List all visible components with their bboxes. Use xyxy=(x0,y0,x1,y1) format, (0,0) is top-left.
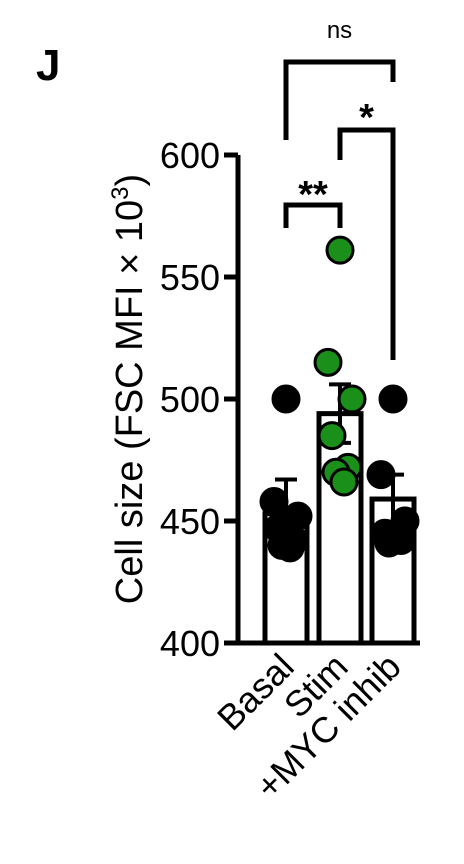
significance-brackets: ***ns xyxy=(286,17,393,360)
y-tick-label: 500 xyxy=(160,379,220,420)
data-point xyxy=(339,386,365,412)
significance-label: ** xyxy=(298,174,328,216)
y-tick-label: 400 xyxy=(160,623,220,664)
data-point xyxy=(327,237,353,263)
y-tick-label: 450 xyxy=(160,501,220,542)
data-point xyxy=(368,462,394,488)
data-point xyxy=(376,530,402,556)
y-axis-label-group: Cell size (FSC MFI × 103) xyxy=(107,174,151,604)
data-point xyxy=(331,469,357,495)
y-tick-label: 550 xyxy=(160,257,220,298)
data-point xyxy=(277,535,303,561)
panel-label: J xyxy=(36,41,60,90)
significance-label: * xyxy=(359,97,374,139)
y-tick-label: 600 xyxy=(160,135,220,176)
data-point xyxy=(315,349,341,375)
significance-label: ns xyxy=(327,17,352,44)
data-point xyxy=(319,423,345,449)
y-axis-label: Cell size (FSC MFI × 103) xyxy=(107,174,151,604)
data-point xyxy=(273,386,299,412)
data-point xyxy=(261,488,287,514)
data-point xyxy=(380,386,406,412)
